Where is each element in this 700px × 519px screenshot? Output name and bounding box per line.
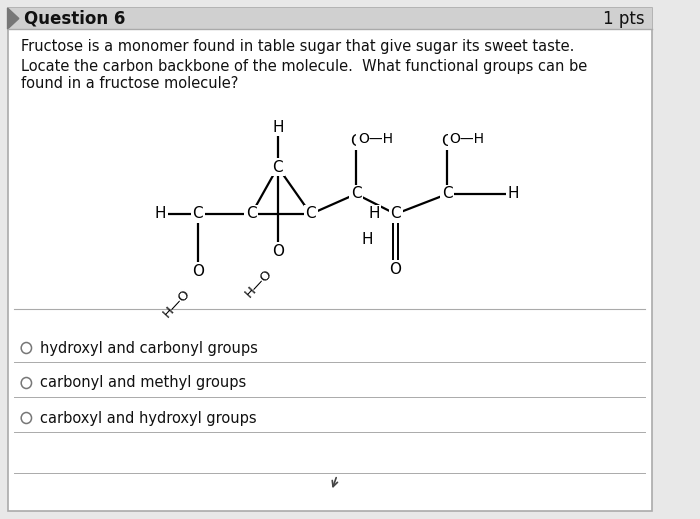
Text: Question 6: Question 6: [25, 9, 126, 28]
Text: found in a fructose molecule?: found in a fructose molecule?: [21, 75, 238, 90]
Circle shape: [21, 343, 32, 353]
Text: H—O: H—O: [161, 286, 193, 320]
Text: O: O: [350, 133, 362, 148]
Text: C: C: [305, 207, 316, 222]
Text: H: H: [154, 207, 166, 222]
Text: H: H: [368, 207, 379, 222]
Text: C: C: [442, 186, 453, 201]
Text: carbonyl and methyl groups: carbonyl and methyl groups: [40, 376, 246, 390]
Text: Fructose is a monomer found in table sugar that give sugar its sweet taste.: Fructose is a monomer found in table sug…: [21, 39, 574, 54]
Text: H: H: [272, 119, 284, 134]
Text: O: O: [441, 133, 454, 148]
Text: H: H: [508, 186, 519, 201]
Text: C: C: [272, 159, 283, 174]
Text: H—O: H—O: [243, 266, 275, 300]
Text: O—H: O—H: [449, 132, 484, 146]
Text: O—H: O—H: [358, 132, 393, 146]
Text: H: H: [361, 231, 373, 247]
Text: O: O: [272, 243, 284, 258]
Text: C: C: [351, 186, 361, 201]
Circle shape: [21, 413, 32, 424]
Polygon shape: [8, 8, 19, 29]
Text: C: C: [246, 207, 257, 222]
Text: O: O: [389, 262, 402, 277]
Text: hydroxyl and carbonyl groups: hydroxyl and carbonyl groups: [40, 340, 258, 356]
Text: O: O: [192, 264, 204, 279]
Text: Locate the carbon backbone of the molecule.  What functional groups can be: Locate the carbon backbone of the molecu…: [21, 59, 587, 74]
Text: carboxyl and hydroxyl groups: carboxyl and hydroxyl groups: [40, 411, 256, 426]
Text: C: C: [390, 207, 401, 222]
Text: 1 pts: 1 pts: [603, 9, 644, 28]
Circle shape: [21, 377, 32, 389]
Bar: [8, 8, 652, 29]
Text: C: C: [193, 207, 203, 222]
